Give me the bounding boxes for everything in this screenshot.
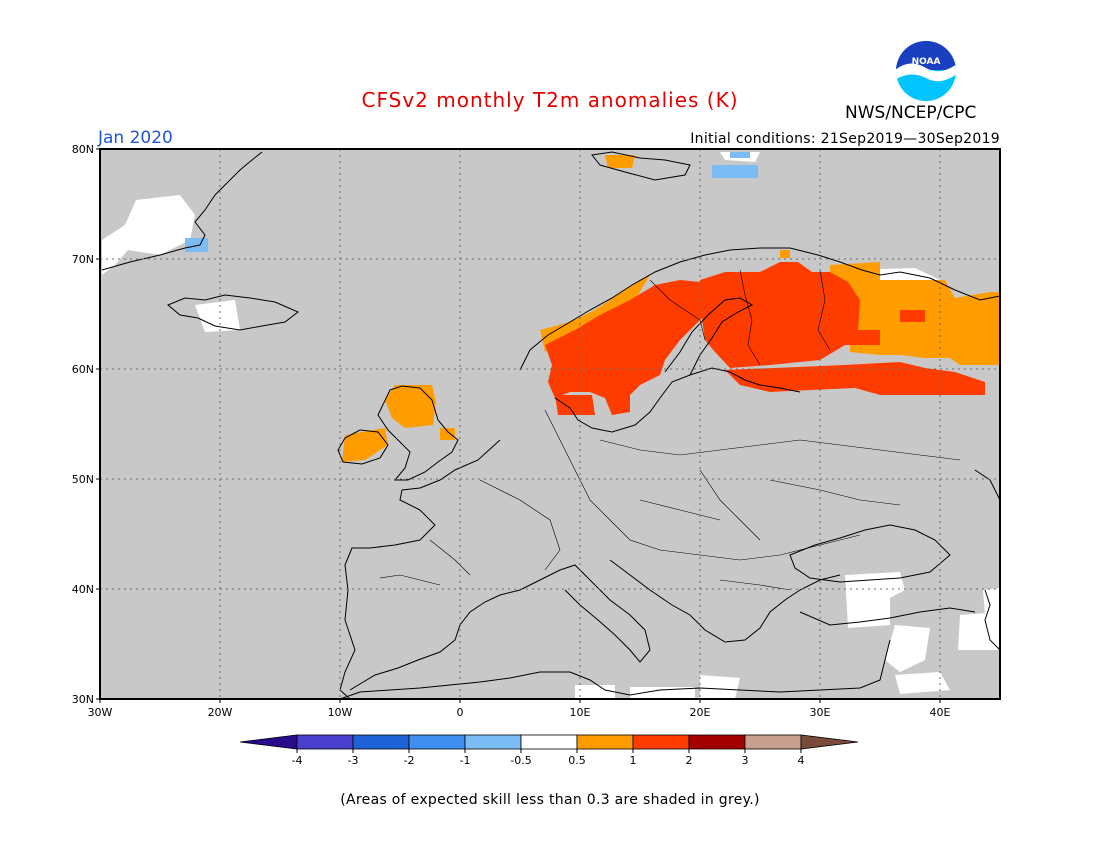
colorbar-segment — [408, 734, 466, 750]
colorbar: -4 -3 -2 -1 -0.5 0.5 1 2 3 4 — [239, 734, 859, 767]
colorbar-label: -3 — [348, 754, 359, 767]
continent-west-coast — [339, 439, 501, 700]
colorbar-arrow-low — [239, 734, 298, 750]
latitude-label: 70N — [72, 253, 94, 266]
noaa-logo-icon: NOAA — [896, 41, 956, 101]
iceland-coast — [167, 294, 299, 331]
longitude-label: 30W — [88, 706, 113, 719]
caspian-coast — [974, 469, 1001, 501]
skill-footnote: (Areas of expected skill less than 0.3 a… — [340, 792, 760, 808]
black-sea-coast — [789, 524, 951, 583]
latitude-label: 80N — [72, 143, 94, 156]
levant-coast — [984, 589, 1001, 651]
colorbar-arrow-high — [800, 734, 859, 750]
ireland-coast — [337, 429, 389, 465]
colorbar-label: 3 — [742, 754, 749, 767]
forecast-month: Jan 2020 — [98, 128, 173, 148]
chart-title: CFSv2 monthly T2m anomalies (K) — [361, 88, 739, 112]
latitude-label: 50N — [72, 473, 94, 486]
colorbar-label: -4 — [292, 754, 303, 767]
latitude-label: 30N — [72, 693, 94, 706]
initial-conditions: Initial conditions: 21Sep2019—30Sep2019 — [690, 131, 1000, 147]
greenland-coast — [101, 151, 263, 271]
longitude-label: 40E — [930, 706, 951, 719]
colorbar-segment — [520, 734, 578, 750]
longitude-label: 20E — [690, 706, 711, 719]
near-normal-areas — [102, 152, 1000, 699]
colorbar-label: 2 — [686, 754, 693, 767]
colorbar-label: 1 — [630, 754, 637, 767]
longitude-label: 30E — [810, 706, 831, 719]
colorbar-label: -2 — [404, 754, 415, 767]
africa-north-coast — [339, 639, 891, 700]
latitude-label: 40N — [72, 583, 94, 596]
country-borders — [379, 269, 961, 591]
graticule — [100, 149, 1000, 699]
britain-coast — [377, 385, 459, 481]
colorbar-label: 4 — [798, 754, 805, 767]
colorbar-segment — [296, 734, 354, 750]
colorbar-label: -0.5 — [510, 754, 531, 767]
italy-coast — [559, 564, 651, 663]
colorbar-segment — [632, 734, 690, 750]
longitude-label: 20W — [208, 706, 233, 719]
latitude-label: 60N — [72, 363, 94, 376]
colorbar-label: -1 — [460, 754, 471, 767]
anomaly-shading — [102, 152, 1000, 699]
balkan-coast — [609, 559, 841, 643]
warm-anomaly-areas-strong — [545, 262, 985, 415]
latitude-labels: 30N 40N 50N 60N 70N 80N — [72, 143, 100, 706]
bothnia-coast — [664, 297, 754, 376]
logo-text: NOAA — [912, 57, 941, 67]
longitude-label: 10W — [328, 706, 353, 719]
baltic-coast — [554, 367, 801, 433]
colorbar-label: 0.5 — [568, 754, 586, 767]
turkey-south-coast — [799, 607, 976, 626]
coastlines — [101, 151, 1001, 700]
colorbar-segment — [352, 734, 410, 750]
colorbar-segment — [576, 734, 634, 750]
colorbar-segment — [744, 734, 802, 750]
agency-label: NWS/NCEP/CPC — [845, 103, 977, 123]
colorbar-segment — [688, 734, 746, 750]
map-frame — [99, 148, 1001, 700]
colorbar-segment — [464, 734, 522, 750]
longitude-label: 10E — [570, 706, 591, 719]
svalbard-coast — [591, 151, 691, 181]
longitude-labels: 30W 20W 10W 0 10E 20E 30E 40E — [88, 699, 951, 719]
norway-sweden-coast — [519, 247, 1001, 371]
longitude-label: 0 — [457, 706, 464, 719]
